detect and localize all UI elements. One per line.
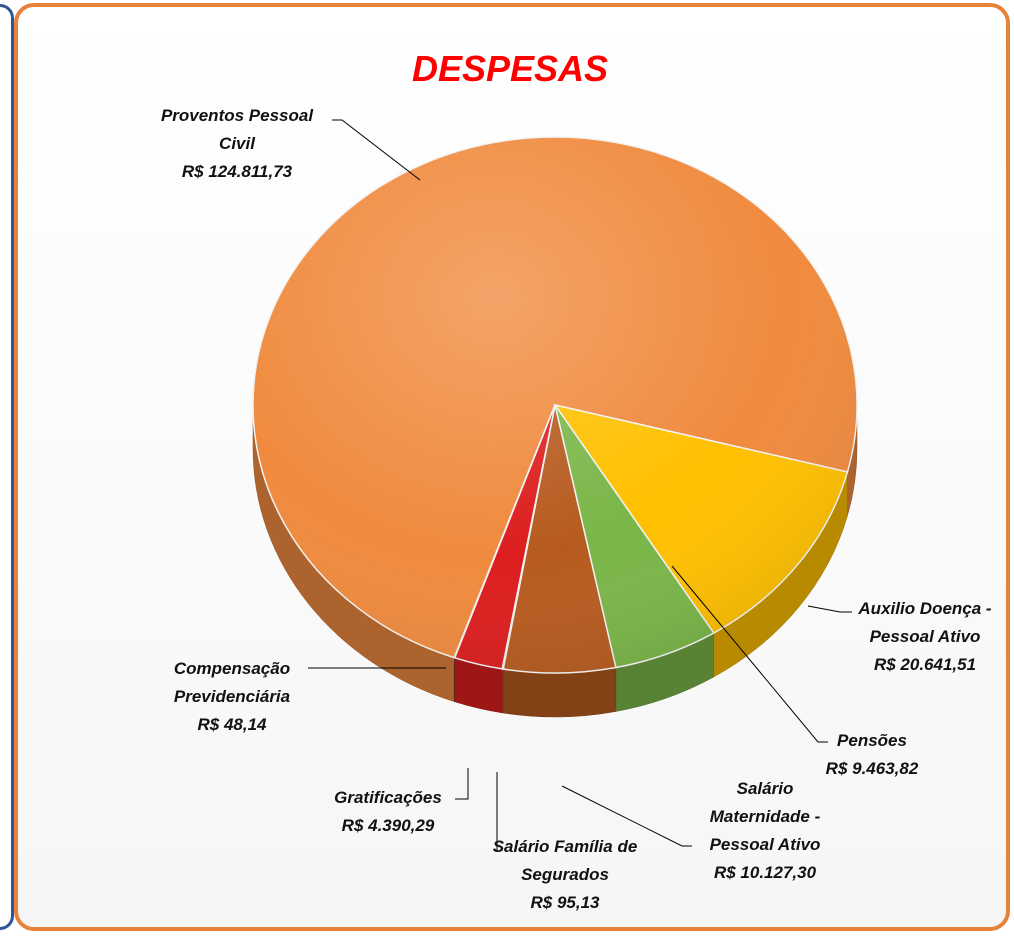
chart-title: DESPESAS [411,48,609,89]
slice-label: Salário Maternidade - Pessoal Ativo [709,779,821,854]
leader-line [332,119,421,181]
slice-label: Proventos Pessoal Civil [160,106,314,153]
slice-value: R$ 10.127,30 [713,863,817,882]
leader-line [671,565,828,743]
slice-label: Gratificações [334,788,442,807]
leader-line [561,785,692,847]
slice-label: Compensação Previdenciária [173,659,291,706]
slice-label: Pensões [837,731,907,750]
slice-value: R$ 124.811,73 [181,162,293,181]
leader-line [495,772,498,852]
slice-value: R$ 48,14 [197,715,267,734]
slice-label: Salário Família de Segurados [492,837,638,884]
slice-label: Auxilio Doença - Pessoal Ativo [858,599,992,646]
leader-line [455,768,469,800]
slice-value: R$ 20.641,51 [873,655,977,674]
slice-side [502,667,617,718]
slice-value: R$ 95,13 [530,893,600,912]
slice-side [453,657,455,703]
slice-value: R$ 9.463,82 [825,759,919,778]
leader-line [807,605,852,613]
slice-value: R$ 4.390,29 [341,816,435,835]
